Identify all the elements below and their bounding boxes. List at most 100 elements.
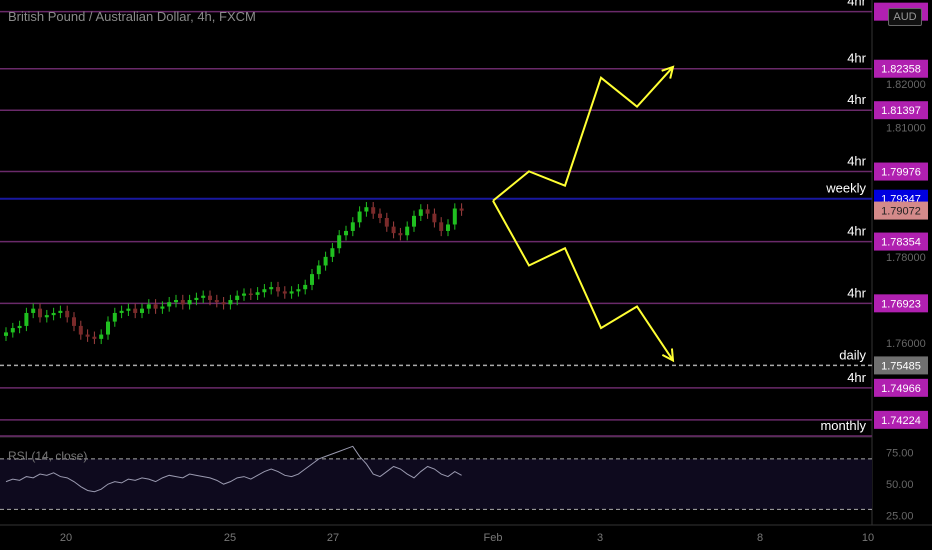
time-tick-label: 10 — [862, 532, 874, 544]
candle-body — [208, 295, 212, 301]
candle-body — [316, 265, 321, 275]
level-price-badge — [874, 378, 928, 397]
candle-body — [323, 256, 328, 266]
price-tick-label: 1.82000 — [886, 79, 926, 91]
level-price-text: 1.76923 — [881, 298, 921, 310]
level-price-badge — [874, 232, 928, 251]
time-tick-label: 27 — [327, 532, 339, 544]
candle-body — [214, 300, 219, 303]
candle-body — [378, 213, 382, 218]
candle-body — [384, 218, 389, 227]
level-price-text: 1.78354 — [881, 237, 921, 249]
candle-body — [296, 289, 301, 292]
candle-body — [44, 315, 49, 318]
candle-body — [289, 291, 294, 294]
chart-title: British Pound / Australian Dollar, 4h, F… — [8, 9, 256, 24]
candle-body — [112, 312, 117, 322]
level-price-badge — [874, 162, 928, 181]
time-tick-label: Feb — [484, 532, 503, 544]
candle-body — [228, 300, 233, 305]
candle-body — [10, 328, 15, 333]
candle-body — [31, 308, 36, 313]
level-price-badge — [874, 294, 928, 313]
rsi-tick-label: 25.00 — [886, 511, 914, 523]
candle-body — [58, 310, 63, 313]
time-tick-label: 20 — [60, 532, 72, 544]
level-label: 4hr — [847, 92, 866, 107]
candle-body — [194, 297, 199, 301]
time-tick-label: 8 — [757, 532, 763, 544]
candle-body — [65, 310, 70, 318]
candle-body — [78, 325, 83, 335]
candle-body — [72, 317, 76, 326]
candle-body — [160, 306, 165, 309]
candle-body — [255, 292, 260, 295]
candle-body — [371, 207, 376, 214]
candle-body — [85, 334, 90, 337]
time-tick-label: 25 — [224, 532, 236, 544]
candle-body — [391, 226, 396, 234]
last-price-badge — [874, 201, 928, 220]
price-tick-label: 1.81000 — [886, 122, 926, 134]
candle-body — [303, 284, 308, 290]
candle-body — [92, 336, 97, 339]
candle-body — [459, 208, 464, 211]
candle-body — [17, 325, 22, 329]
arrow-head — [661, 65, 675, 79]
candle-body — [38, 308, 42, 318]
currency-badge[interactable]: AUD — [888, 8, 922, 26]
level-price-badge — [874, 59, 928, 78]
level-label: 4hr — [847, 0, 866, 9]
candle-body — [174, 300, 178, 303]
level-label: monthly — [820, 418, 866, 433]
level-label: 4hr — [847, 51, 866, 66]
candle-body — [446, 224, 450, 231]
candle-body — [153, 304, 158, 309]
candle-body — [242, 293, 246, 296]
level-price-badge — [874, 101, 928, 120]
level-label: weekly — [825, 181, 866, 196]
candle-body — [310, 274, 314, 285]
candle-body — [269, 287, 274, 290]
candle-body — [432, 213, 437, 223]
candle-body — [357, 211, 362, 223]
candle-body — [167, 302, 172, 307]
rsi-tick-label: 75.00 — [886, 448, 914, 460]
candle-body — [146, 304, 151, 309]
candle-body — [201, 295, 206, 298]
level-label: 4hr — [847, 224, 866, 239]
candle-body — [180, 300, 185, 305]
candle-body — [398, 233, 403, 236]
candle-body — [262, 289, 267, 293]
candle-body — [4, 332, 8, 336]
level-price-text: 1.75485 — [881, 360, 921, 372]
rsi-line — [5, 445, 462, 493]
candle-body — [425, 209, 430, 214]
time-tick-label: 3 — [597, 532, 603, 544]
level-label: 4hr — [847, 285, 866, 300]
candle-body — [24, 312, 29, 326]
level-price-text: 1.74966 — [881, 383, 921, 395]
candle-body — [133, 308, 138, 313]
price-tick-label: 1.76000 — [886, 338, 926, 350]
level-price-text: 1.79976 — [881, 167, 921, 179]
rsi-label: RSI (14, close) — [8, 449, 88, 463]
candle-body — [350, 222, 355, 231]
level-price-text: 1.81397 — [881, 105, 921, 117]
candle-body — [221, 302, 226, 305]
candle-body — [452, 208, 457, 225]
level-price-text: 1.82358 — [881, 64, 921, 76]
price-tick-label: 1.78000 — [886, 252, 926, 264]
candle-body — [337, 235, 342, 249]
candle-body — [330, 248, 335, 257]
candle-body — [235, 295, 240, 301]
candle-body — [282, 291, 287, 294]
candle-body — [119, 310, 124, 313]
rsi-band — [0, 458, 872, 510]
level-label: 4hr — [847, 154, 866, 169]
candle-body — [276, 287, 280, 292]
candle-body — [418, 209, 423, 216]
level-price-text: 1.74224 — [881, 415, 921, 427]
rsi-tick-label: 50.00 — [886, 479, 914, 491]
